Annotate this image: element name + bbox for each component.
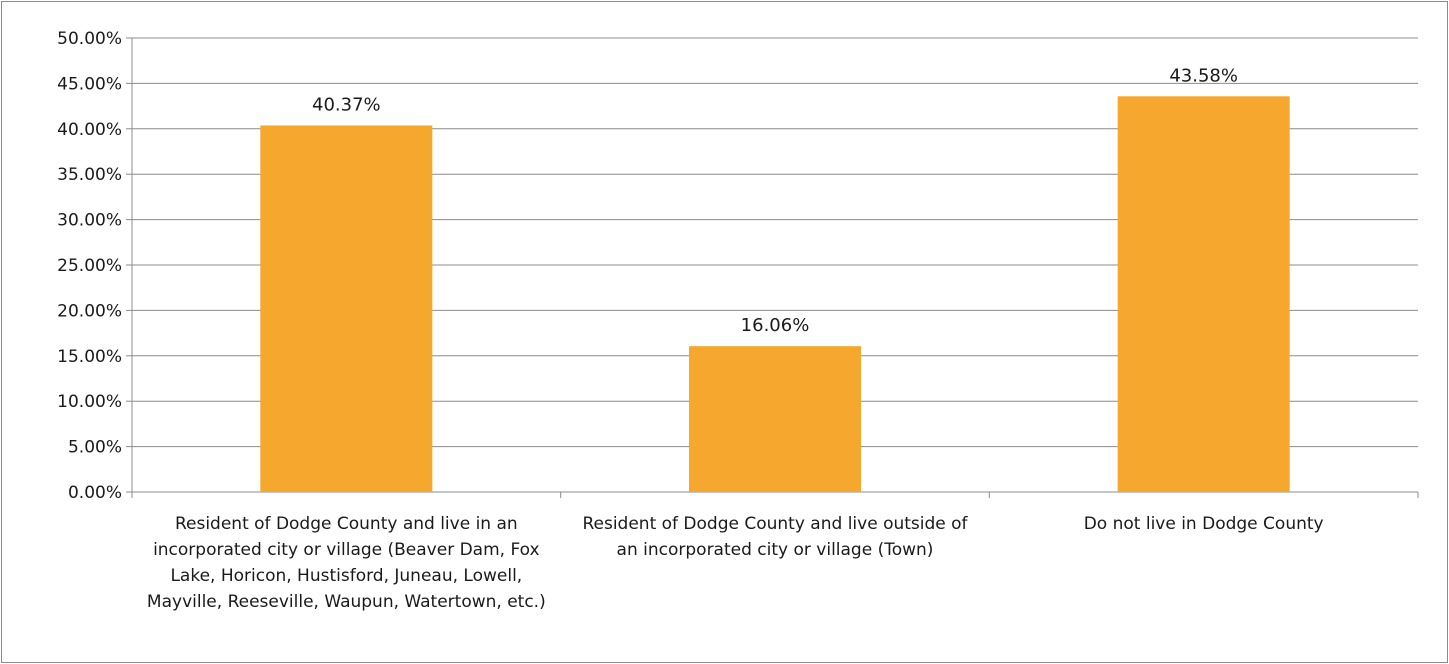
y-tick-label: 50.00%: [57, 29, 122, 49]
x-category-label: Resident of Dodge County and live outsid…: [582, 514, 968, 560]
y-tick-label: 45.00%: [57, 74, 122, 94]
y-tick-label: 30.00%: [57, 211, 122, 231]
y-tick-label: 5.00%: [68, 438, 122, 458]
bar[interactable]: [1117, 96, 1290, 492]
y-tick-label: 35.00%: [57, 165, 122, 185]
data-label: 43.58%: [1169, 65, 1238, 86]
bar[interactable]: [689, 346, 861, 492]
y-tick-label: 40.00%: [57, 120, 122, 140]
bar[interactable]: [260, 125, 433, 492]
y-tick-label: 10.00%: [57, 392, 122, 412]
y-tick-label: 15.00%: [57, 347, 122, 367]
y-tick-label: 20.00%: [57, 301, 122, 321]
data-label: 40.37%: [312, 94, 381, 115]
x-category-label: Resident of Dodge County and live in an …: [146, 514, 546, 612]
data-label: 16.06%: [741, 315, 810, 336]
y-tick-label: 25.00%: [57, 256, 122, 276]
y-tick-label: 0.00%: [68, 483, 122, 503]
x-category-label: Do not live in Dodge County: [1083, 514, 1324, 534]
